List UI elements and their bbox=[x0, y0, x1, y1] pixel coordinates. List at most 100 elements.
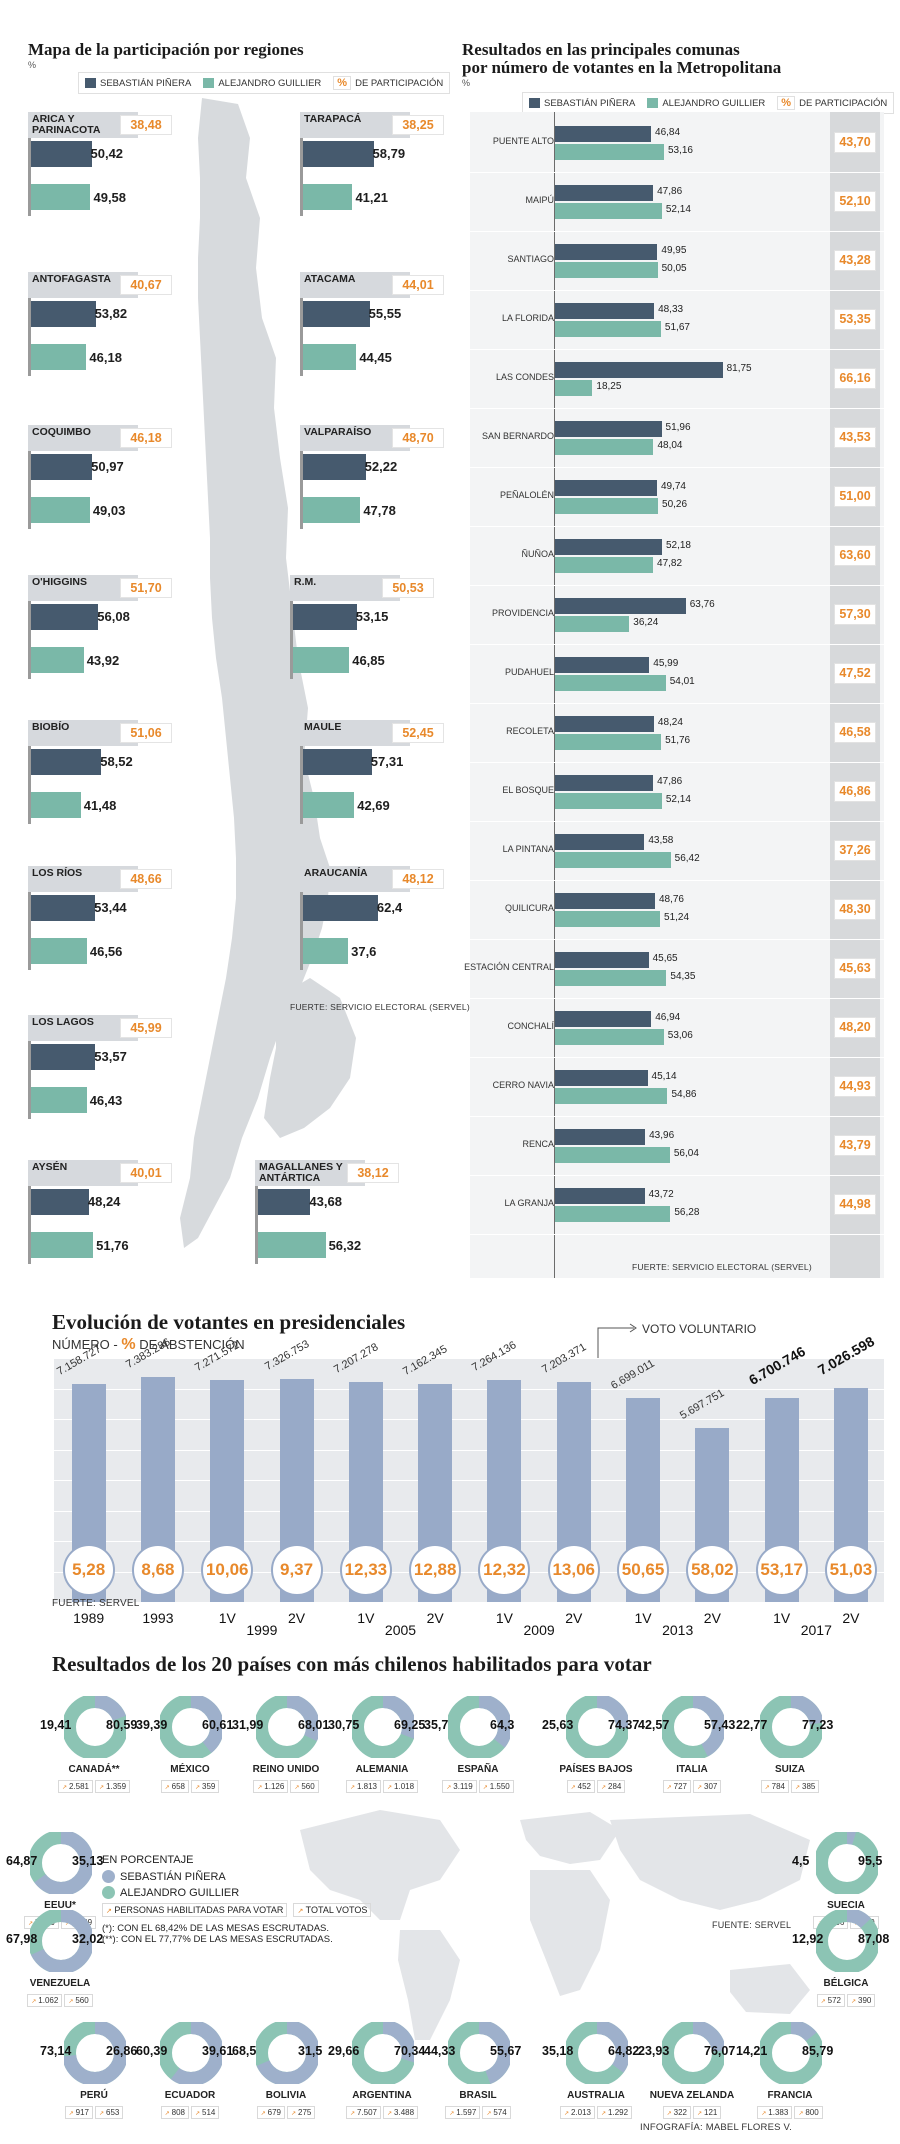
abstention-circle: 9,37 bbox=[270, 1544, 323, 1596]
donut-chart bbox=[352, 2022, 414, 2084]
country-donut: 35,7 64,3 ESPAÑA 3.1191.550 bbox=[418, 1690, 538, 1820]
guillier-pct: 87,08 bbox=[858, 1932, 890, 1946]
region-header bbox=[28, 112, 138, 138]
pinera-bar bbox=[555, 598, 686, 614]
region-card: AYSÉN 40,01 48,24 51,76 bbox=[28, 1160, 188, 1272]
country-counts: 572390 bbox=[786, 1994, 900, 2007]
guillier-bar bbox=[258, 1232, 326, 1258]
abstention-circle: 5,28 bbox=[62, 1544, 115, 1596]
country-counts: 1.126560 bbox=[226, 1780, 346, 1793]
region-card: LOS RÍOS 48,66 53,44 46,56 bbox=[28, 866, 188, 978]
guillier-pct: 69,25 bbox=[394, 1718, 426, 1732]
habilitados-count: 808 bbox=[160, 2106, 189, 2119]
communes-axis bbox=[554, 112, 555, 1278]
pinera-value: 58,79 bbox=[372, 146, 406, 161]
pinera-pct: 42,57 bbox=[638, 1718, 670, 1732]
region-card: R.M. 50,53 53,15 46,85 bbox=[290, 575, 450, 687]
country-name: BÉLGICA bbox=[823, 1978, 869, 1989]
commune-name: ESTACIÓN CENTRAL bbox=[464, 962, 554, 972]
pinera-pct: 68,5 bbox=[232, 2044, 257, 2058]
guillier-bar bbox=[555, 1206, 671, 1222]
pinera-value: 51,96 bbox=[665, 422, 691, 433]
commune-name: RECOLETA bbox=[506, 726, 554, 736]
pinera-bar bbox=[555, 185, 654, 201]
guillier-pct: 32,02 bbox=[72, 1932, 104, 1946]
commune-row: LA FLORIDA 48,33 51,67 53,35 bbox=[470, 291, 884, 350]
commune-row: PEÑALOLÉN 49,74 50,26 51,00 bbox=[470, 468, 884, 527]
guillier-bar bbox=[555, 321, 661, 337]
guillier-pct: 85,79 bbox=[802, 2044, 834, 2058]
commune-row: ESTACIÓN CENTRAL 45,65 54,35 45,63 bbox=[464, 940, 884, 999]
country-counts: 727307 bbox=[632, 1780, 752, 1793]
guillier-bar bbox=[555, 144, 664, 160]
region-name: COQUIMBO bbox=[32, 426, 91, 438]
guillier-dot-icon bbox=[102, 1886, 115, 1899]
commune-participation: 43,53 bbox=[834, 427, 876, 448]
donut-chart bbox=[256, 2022, 318, 2084]
guillier-bar bbox=[555, 675, 666, 691]
round-label: 1V bbox=[495, 1610, 513, 1626]
region-name: MAGALLANES Y ANTÁRTICA bbox=[259, 1161, 343, 1184]
legend-pct-label: DE PARTICIPACIÓN bbox=[355, 77, 444, 89]
region-name: LOS LAGOS bbox=[32, 1016, 94, 1028]
pinera-slice bbox=[662, 2022, 724, 2084]
pinera-value: 62,4 bbox=[376, 900, 403, 915]
pinera-bar bbox=[555, 775, 654, 791]
pinera-value: 48,76 bbox=[658, 894, 684, 905]
guillier-value: 41,21 bbox=[355, 190, 388, 205]
region-participation: 46,18 bbox=[120, 428, 172, 448]
guillier-value: 18,25 bbox=[596, 381, 622, 392]
country-donut: 23,93 76,07 NUEVA ZELANDA 322121 bbox=[632, 2016, 752, 2144]
pinera-pct: 64,87 bbox=[6, 1854, 38, 1868]
commune-name: MAIPÚ bbox=[525, 195, 554, 205]
round-label: 1V bbox=[218, 1610, 236, 1626]
pinera-bar bbox=[555, 1070, 648, 1086]
abstention-circle: 12,33 bbox=[339, 1544, 392, 1596]
country-counts: 2.0131.292 bbox=[536, 2106, 656, 2119]
commune-row: QUILICURA 48,76 51,24 48,30 bbox=[470, 881, 884, 940]
habilitados-count: 658 bbox=[160, 1780, 189, 1793]
note-2: (**): CON EL 77,77% DE LAS MESAS ESCRUTA… bbox=[102, 1934, 333, 1945]
country-name: MÉXICO bbox=[170, 1764, 210, 1775]
legend-guillier: ALEJANDRO GUILLIER bbox=[120, 1886, 240, 1899]
region-card: ANTOFAGASTA 40,67 53,82 46,18 bbox=[28, 272, 188, 384]
communes-title-line2: por número de votantes en la Metropolita… bbox=[462, 58, 782, 77]
pinera-slice bbox=[64, 1696, 126, 1758]
region-participation: 44,01 bbox=[392, 275, 444, 295]
commune-participation: 44,98 bbox=[834, 1194, 876, 1215]
commune-participation: 43,70 bbox=[834, 132, 876, 153]
guillier-value: 50,26 bbox=[662, 499, 688, 510]
region-name: ARAUCANÍA bbox=[304, 867, 368, 879]
guillier-value: 54,35 bbox=[670, 971, 696, 982]
votos-count: 284 bbox=[597, 1780, 626, 1793]
guillier-bar bbox=[555, 203, 662, 219]
guillier-value: 36,24 bbox=[633, 617, 659, 628]
commune-name: ÑUÑOA bbox=[521, 549, 554, 559]
votos-count: 275 bbox=[287, 2106, 316, 2119]
communes-legend: SEBASTIÁN PIÑERA ALEJANDRO GUILLIER % DE… bbox=[522, 92, 895, 114]
region-card: ATACAMA 44,01 55,55 44,45 bbox=[300, 272, 460, 384]
legend-habilitados-text: PERSONAS HABILITADAS PARA VOTAR bbox=[114, 1905, 284, 1915]
country-name: BOLIVIA bbox=[265, 2090, 307, 2101]
map-title: Mapa de la participación por regiones bbox=[28, 40, 304, 59]
round-label: 2V bbox=[565, 1610, 583, 1626]
region-name: R.M. bbox=[294, 576, 317, 588]
country-donut: 42,57 57,43 ITALIA 727307 bbox=[632, 1690, 752, 1820]
round-label: 2V bbox=[426, 1610, 444, 1626]
pinera-bar bbox=[555, 362, 723, 378]
pinera-value: 55,55 bbox=[368, 306, 402, 321]
pinera-bar bbox=[555, 1011, 652, 1027]
pinera-bar bbox=[555, 657, 650, 673]
pinera-slice bbox=[160, 2022, 222, 2084]
donut-chart bbox=[448, 2022, 510, 2084]
guillier-bar bbox=[31, 184, 91, 210]
habilitados-count: 784 bbox=[760, 1780, 789, 1793]
guillier-pct: 57,43 bbox=[704, 1718, 736, 1732]
votos-count: 307 bbox=[693, 1780, 722, 1793]
pinera-slice bbox=[566, 1696, 628, 1758]
country-counts: 7.5073.488 bbox=[322, 2106, 442, 2119]
country-counts: 3.1191.550 bbox=[418, 1780, 538, 1793]
map-pct-sign: % bbox=[28, 60, 37, 70]
region-axis bbox=[28, 1186, 31, 1264]
region-name: TARAPACÁ bbox=[304, 113, 362, 125]
